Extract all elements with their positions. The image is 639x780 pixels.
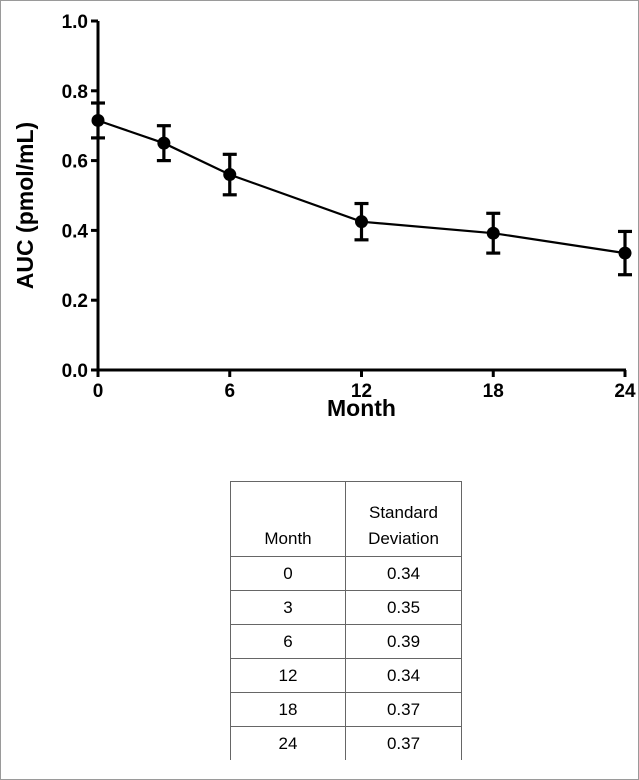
chart-tick-labels: 0.0 0.2 0.4 0.6 0.8 1.0 0 6 12 18 24	[62, 12, 636, 402]
x-axis-title: Month	[327, 395, 396, 421]
table-row: 3 0.35	[230, 590, 462, 625]
table-cell-std-dev: 0.35	[345, 590, 462, 625]
chart-axes	[96, 21, 626, 372]
auc-chart: 0.0 0.2 0.4 0.6 0.8 1.0 0 6 12 18 24 Month AUC (pm…	[12, 12, 636, 421]
chart-ticks	[91, 19, 627, 377]
x-tick-label: 0	[93, 381, 104, 402]
std-dev-table: Month Standard Deviation 0 0.34 3 0.35 6…	[230, 481, 462, 760]
table-cell-month: 12	[230, 658, 346, 693]
y-axis-title: AUC (pmol/mL)	[12, 122, 38, 289]
x-tick-label: 24	[614, 381, 636, 402]
x-tick-label: 12	[351, 381, 372, 402]
table-cell-month: 6	[230, 624, 346, 659]
table-cell-month: 18	[230, 692, 346, 727]
y-tick-label: 0.0	[62, 361, 88, 382]
data-point	[618, 246, 632, 260]
table-row: 6 0.39	[230, 624, 462, 659]
data-point	[223, 168, 237, 182]
y-tick-label: 0.6	[62, 152, 88, 173]
chart-series	[91, 101, 632, 277]
table-header-row: Month Standard Deviation	[230, 481, 462, 557]
table-header-month: Month	[230, 481, 346, 557]
table-row: 18 0.37	[230, 692, 462, 727]
data-point	[157, 136, 171, 150]
data-point	[91, 113, 105, 127]
x-tick-label: 18	[483, 381, 504, 402]
data-point	[486, 226, 500, 240]
table-cell-month: 24	[230, 726, 346, 760]
data-point	[355, 215, 368, 229]
table-cell-std-dev: 0.37	[345, 692, 462, 727]
y-tick-label: 0.4	[62, 221, 89, 242]
table-row: 24 0.37	[230, 726, 462, 760]
y-tick-label: 1.0	[62, 12, 88, 33]
table-cell-std-dev: 0.37	[345, 726, 462, 760]
y-tick-label: 0.8	[62, 82, 88, 103]
table-cell-std-dev: 0.34	[345, 556, 462, 591]
table-cell-std-dev: 0.34	[345, 658, 462, 693]
table-cell-month: 3	[230, 590, 346, 625]
x-tick-label: 6	[224, 381, 235, 402]
table-row: 0 0.34	[230, 556, 462, 591]
table-cell-month: 0	[230, 556, 346, 591]
table-cell-std-dev: 0.39	[345, 624, 462, 659]
series-line	[97, 119, 626, 255]
table-header-std-dev: Standard Deviation	[345, 481, 462, 557]
y-tick-label: 0.2	[62, 291, 88, 312]
table-row: 12 0.34	[230, 658, 462, 693]
